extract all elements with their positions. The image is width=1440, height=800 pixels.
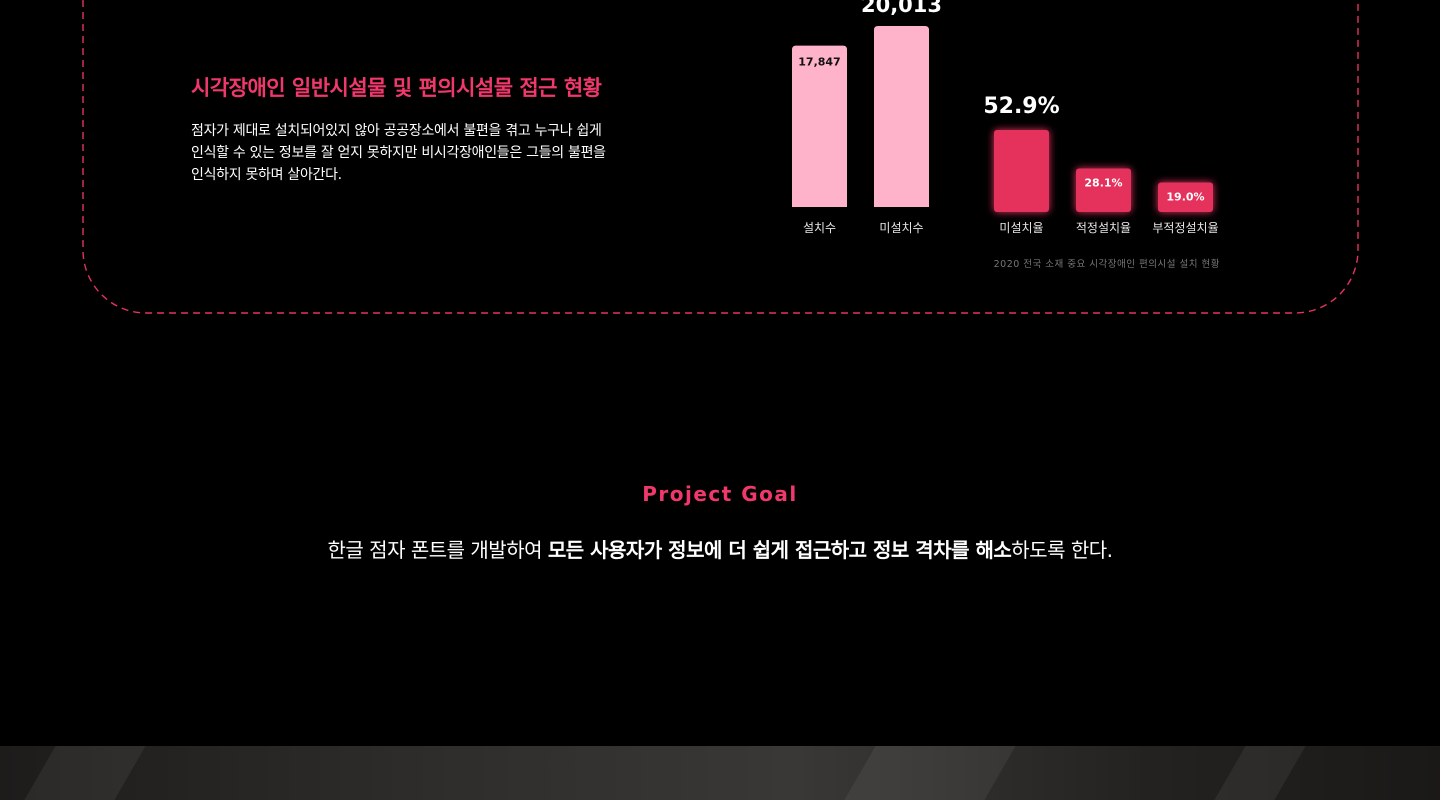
value-label: 17,847 — [798, 56, 840, 69]
installation-rate-chart: 52.9% 미설치율 28.1% 적정설치율 19.0% 부적정설치율 — [983, 94, 1218, 235]
installation-count-chart: 17,847 설치수 20,013 미설치수 — [792, 0, 942, 235]
project-goal-text: 한글 점자 폰트를 개발하여 모든 사용자가 정보에 더 쉽게 접근하고 정보 … — [0, 534, 1440, 563]
bar-미설치수 — [874, 26, 929, 207]
category-label: 미설치수 — [879, 221, 923, 235]
value-label: 28.1% — [1084, 176, 1122, 189]
goal-text-after: 하도록 한다. — [1011, 538, 1113, 562]
bar-부적정설치율 — [1158, 182, 1213, 212]
value-label: 52.9% — [983, 94, 1059, 119]
section-description: 점자가 제대로 설치되어있지 않아 공공장소에서 불편을 겪고 누구나 쉽게 인… — [191, 120, 691, 186]
dashed-frame — [82, 0, 1359, 314]
value-label: 20,013 — [861, 0, 942, 17]
bar-적정설치율 — [1076, 168, 1131, 212]
category-label: 부적정설치율 — [1152, 221, 1218, 235]
category-label: 적정설치율 — [1076, 221, 1131, 235]
bar-설치수 — [792, 45, 847, 207]
description-line: 인식할 수 있는 정보를 잘 얻지 못하지만 비시각장애인들은 그들의 불편을 — [191, 145, 606, 161]
goal-text-bold: 모든 사용자가 정보에 더 쉽게 접근하고 정보 격차를 해소 — [547, 538, 1012, 562]
value-label: 19.0% — [1166, 191, 1204, 204]
description-line: 인식하지 못하며 살아간다. — [191, 167, 342, 183]
bar-미설치율 — [994, 130, 1049, 212]
project-goal-title: Project Goal — [642, 482, 798, 506]
chart-source-note: 2020 전국 소재 중요 시각장애인 편의시설 설치 현황 — [993, 259, 1220, 270]
category-label: 미설치율 — [999, 221, 1043, 235]
bar-charts: 17,847 설치수 20,013 미설치수 52.9% 미설치율 28.1% 적정설치율 1… — [792, 0, 1219, 235]
category-label: 설치수 — [803, 221, 836, 235]
description-line: 점자가 제대로 설치되어있지 않아 공공장소에서 불편을 겪고 누구나 쉽게 — [191, 123, 602, 139]
background-photo-strip — [0, 746, 1440, 800]
section-heading: 시각장애인 일반시설물 및 편의시설물 접근 현황 — [191, 76, 602, 100]
goal-text-before: 한글 점자 폰트를 개발하여 — [327, 538, 548, 562]
